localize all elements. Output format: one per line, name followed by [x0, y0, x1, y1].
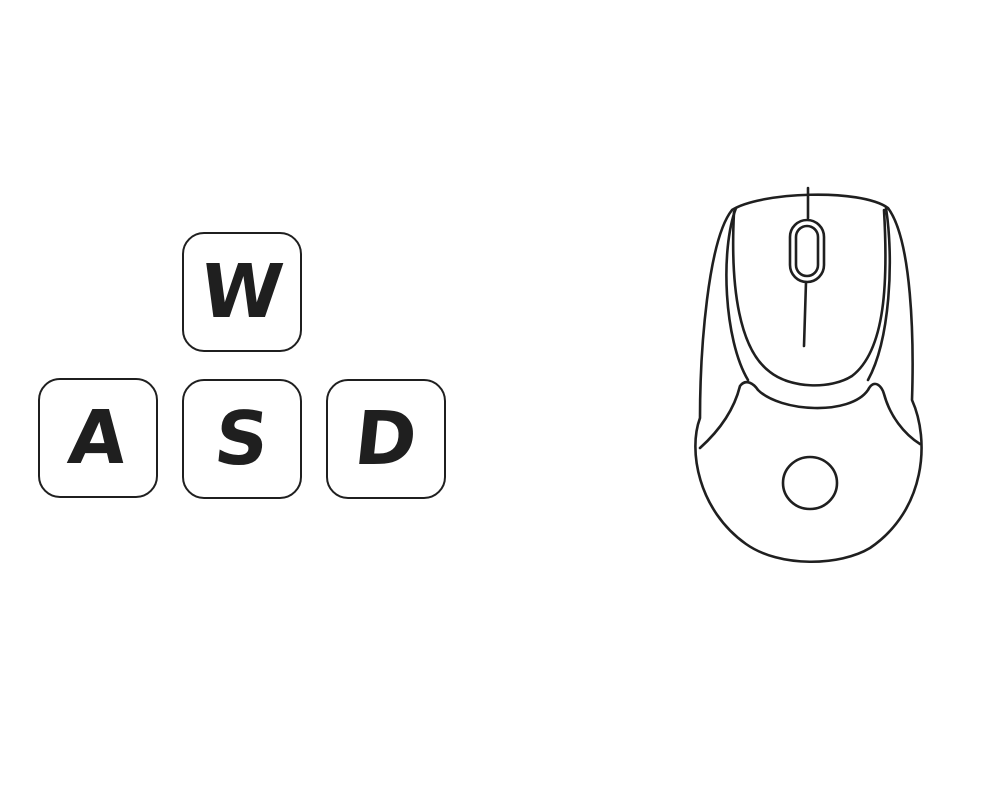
mouse-circle-button — [781, 455, 839, 511]
key-w: W — [182, 232, 302, 352]
mouse-center-line — [802, 280, 808, 348]
key-s: S — [182, 379, 302, 499]
key-d-label: D — [350, 396, 422, 482]
mouse-button-area — [731, 208, 887, 387]
key-d: D — [326, 379, 446, 499]
key-a: A — [38, 378, 158, 498]
key-a-label: A — [64, 395, 132, 481]
key-s-label: S — [210, 396, 274, 482]
mouse-body-outline — [694, 193, 923, 564]
computer-mouse-icon — [690, 180, 930, 570]
mouse-palm-wave — [698, 380, 922, 450]
key-w-label: W — [196, 249, 288, 335]
mouse-side-contour-left — [725, 206, 750, 382]
mouse-side-contour-right — [866, 206, 892, 382]
